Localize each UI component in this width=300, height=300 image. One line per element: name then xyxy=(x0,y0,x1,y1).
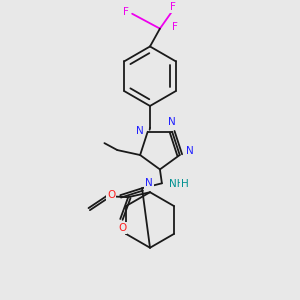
Text: O: O xyxy=(118,223,126,233)
Text: F: F xyxy=(123,7,129,17)
Text: N: N xyxy=(136,126,144,136)
Text: F: F xyxy=(172,22,178,32)
Text: F: F xyxy=(170,2,176,12)
Text: N: N xyxy=(145,178,153,188)
Text: N: N xyxy=(186,146,194,156)
Text: H: H xyxy=(181,179,188,189)
Text: NH: NH xyxy=(169,179,184,189)
Text: N: N xyxy=(168,117,176,127)
Text: O: O xyxy=(107,190,116,200)
